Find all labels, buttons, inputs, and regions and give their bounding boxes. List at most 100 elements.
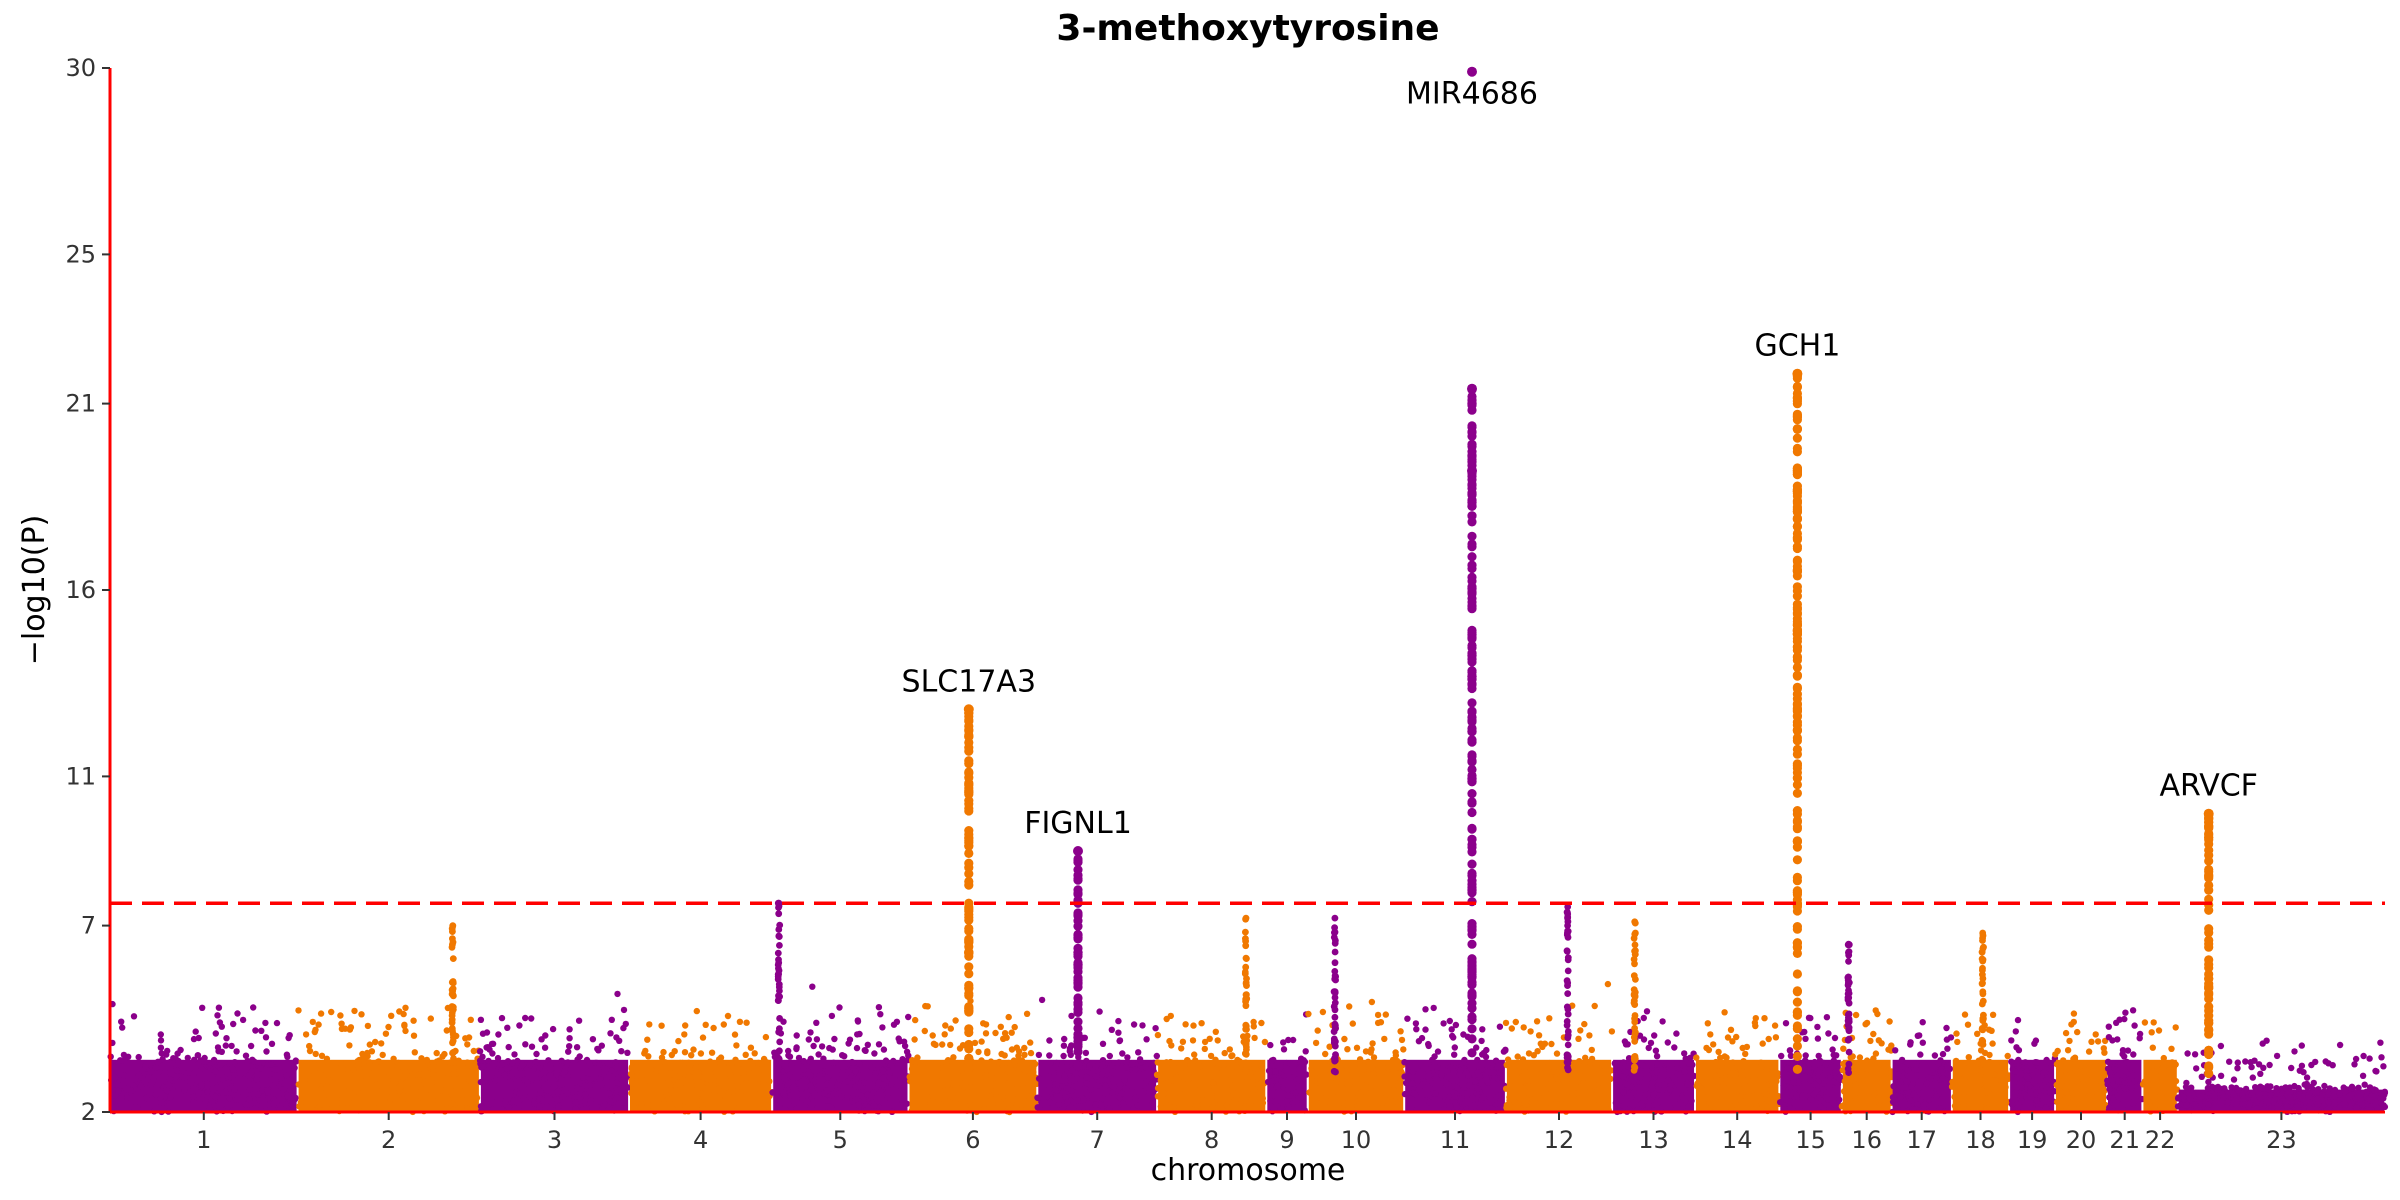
data-point xyxy=(1341,1036,1347,1042)
data-point xyxy=(935,1065,941,1071)
peak-point xyxy=(1467,584,1476,593)
data-point xyxy=(839,1052,845,1058)
data-point xyxy=(1487,1095,1493,1101)
data-point xyxy=(2266,1062,2272,1068)
data-point xyxy=(1267,1098,1273,1104)
data-point xyxy=(2098,1078,2104,1084)
data-point xyxy=(462,1083,468,1089)
data-point xyxy=(509,1060,515,1066)
data-point xyxy=(1663,1060,1669,1066)
data-point xyxy=(1211,1099,1217,1105)
data-point xyxy=(345,1069,351,1075)
data-point xyxy=(1080,1097,1086,1103)
peak-point xyxy=(1467,940,1476,949)
peak-point xyxy=(1467,1063,1476,1072)
spike-point xyxy=(1846,1049,1853,1056)
peak-point xyxy=(2204,1025,2213,1034)
data-point xyxy=(815,1051,821,1057)
peak-point xyxy=(1073,1061,1082,1070)
data-point xyxy=(1924,1081,1930,1087)
data-point xyxy=(788,1104,794,1110)
data-point xyxy=(1150,1099,1156,1105)
data-point xyxy=(1102,1082,1108,1088)
data-point xyxy=(642,1048,648,1054)
data-point xyxy=(682,1049,688,1055)
data-point xyxy=(2273,1085,2279,1091)
data-point xyxy=(2059,1079,2065,1085)
data-point xyxy=(2218,1043,2224,1049)
y-tick-label: 25 xyxy=(65,240,96,268)
data-point xyxy=(1585,1097,1591,1103)
data-point xyxy=(931,1041,937,1047)
data-point xyxy=(2372,1098,2378,1104)
data-point xyxy=(379,1091,385,1097)
data-point xyxy=(1405,1089,1411,1095)
data-point xyxy=(1268,1078,1274,1084)
data-point xyxy=(1534,1018,1540,1024)
peak-point xyxy=(1793,943,1802,952)
data-point xyxy=(1132,1095,1138,1101)
peak-point xyxy=(1467,825,1476,834)
data-point xyxy=(2235,1059,2241,1065)
data-point xyxy=(2060,1057,2066,1063)
data-point xyxy=(2183,1102,2189,1108)
data-point xyxy=(356,1065,362,1071)
spike-point xyxy=(1632,947,1639,954)
data-point xyxy=(411,1071,417,1077)
data-point xyxy=(1495,1063,1501,1069)
data-point xyxy=(992,1067,998,1073)
data-point xyxy=(1969,1083,1975,1089)
data-point xyxy=(2121,1053,2127,1059)
data-point xyxy=(809,1087,815,1093)
data-point xyxy=(1109,1027,1115,1033)
data-point xyxy=(1258,1062,1264,1068)
data-point xyxy=(1369,1040,1375,1046)
spike-point xyxy=(450,993,457,1000)
data-point xyxy=(1024,1011,1030,1017)
data-point xyxy=(1148,1080,1154,1086)
data-point xyxy=(737,1092,743,1098)
data-point xyxy=(905,1014,911,1020)
data-point xyxy=(2305,1093,2311,1099)
data-point xyxy=(831,1036,837,1042)
data-point xyxy=(885,1094,891,1100)
data-point xyxy=(1905,1067,1911,1073)
peak-point xyxy=(1793,712,1802,721)
data-point xyxy=(865,1042,871,1048)
data-point xyxy=(1954,1064,1960,1070)
data-point xyxy=(2251,1096,2257,1102)
data-point xyxy=(528,1015,534,1021)
data-point xyxy=(850,1060,856,1066)
peak-point xyxy=(2204,906,2213,915)
data-point xyxy=(1350,1020,1356,1026)
data-point xyxy=(364,1053,370,1059)
data-point xyxy=(1262,1039,1268,1045)
data-point xyxy=(912,1017,918,1023)
data-point xyxy=(2072,1085,2078,1091)
peak-label: FIGNL1 xyxy=(1024,806,1132,841)
data-point xyxy=(904,1101,910,1107)
data-point xyxy=(766,1078,772,1084)
data-point xyxy=(298,1099,304,1105)
data-point xyxy=(925,1003,931,1009)
spike-point xyxy=(1242,929,1249,936)
data-point xyxy=(1947,1066,1953,1072)
data-point xyxy=(536,1103,542,1109)
data-point xyxy=(735,1084,741,1090)
data-point xyxy=(378,1040,384,1046)
data-point xyxy=(1811,1091,1817,1097)
data-point xyxy=(396,1084,402,1090)
peak-point xyxy=(2204,1046,2213,1055)
data-point xyxy=(542,1045,548,1051)
data-point xyxy=(1787,1098,1793,1104)
data-point xyxy=(1363,1048,1369,1054)
data-point xyxy=(807,1073,813,1079)
peak-point xyxy=(1793,925,1802,934)
data-point xyxy=(458,1077,464,1083)
data-point xyxy=(2106,1034,2112,1040)
data-point xyxy=(1047,1099,1053,1105)
data-point xyxy=(155,1059,161,1065)
data-point xyxy=(354,1088,360,1094)
spike-point xyxy=(1243,982,1250,989)
data-point xyxy=(728,1060,734,1066)
